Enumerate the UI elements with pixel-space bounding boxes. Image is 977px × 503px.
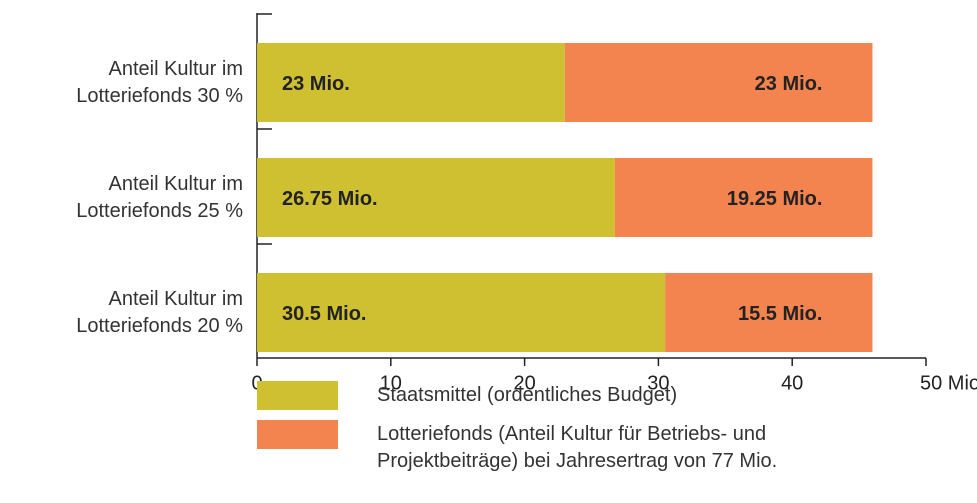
data-label: 15.5 Mio. — [738, 303, 822, 325]
category-label: Anteil Kultur im Lotteriefonds 25 % — [76, 172, 243, 222]
data-label: 19.25 Mio. — [727, 188, 823, 210]
x-tick-label: 50 Mio. — [920, 372, 977, 394]
legend-label: Lotteriefonds (Anteil Kultur für Betrieb… — [377, 423, 778, 472]
data-label: 30.5 Mio. — [282, 303, 366, 325]
x-tick-label: 30 — [647, 372, 669, 394]
bar-segment — [665, 273, 873, 352]
category-label: Anteil Kultur im Lotteriefonds 20 % — [76, 287, 243, 337]
data-label: 23 Mio. — [282, 73, 350, 95]
bar-segment — [614, 158, 873, 237]
bar-segment — [564, 43, 873, 122]
bar-segment — [257, 273, 666, 352]
x-tick-label: 20 — [513, 372, 535, 394]
category-label: Anteil Kultur im Lotteriefonds 30 % — [76, 57, 243, 107]
bar-segment — [257, 43, 565, 122]
bar-segment — [257, 158, 615, 237]
legend-swatch — [257, 381, 338, 410]
legend-swatch — [257, 420, 338, 449]
data-label: 26.75 Mio. — [282, 188, 378, 210]
x-tick-label: 40 — [781, 372, 803, 394]
legend-label: Staatsmittel (ordentliches Budget) — [377, 384, 678, 406]
x-tick-label: 10 — [380, 372, 402, 394]
data-label: 23 Mio. — [755, 73, 823, 95]
